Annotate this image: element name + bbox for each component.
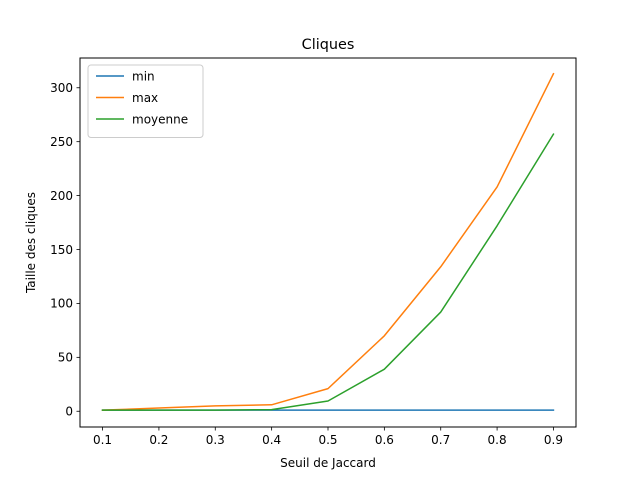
y-tick-label: 150 (50, 243, 73, 257)
y-tick-label: 250 (50, 135, 73, 149)
y-tick-label: 50 (58, 351, 73, 365)
x-tick-label: 0.6 (375, 433, 394, 447)
y-axis-ticks: 0 50 100 150 200 250 300 (50, 81, 80, 419)
x-tick-label: 0.5 (318, 433, 337, 447)
y-tick-label: 100 (50, 297, 73, 311)
legend-label-moyenne: moyenne (132, 112, 188, 126)
legend-label-max: max (132, 91, 158, 105)
x-tick-label: 0.1 (93, 433, 112, 447)
y-axis-label: Taille des cliques (24, 192, 38, 294)
series-layer (101, 72, 555, 411)
x-tick-label: 0.9 (544, 433, 563, 447)
x-tick-label: 0.2 (149, 433, 168, 447)
x-tick-label: 0.3 (206, 433, 225, 447)
x-tick-label: 0.4 (262, 433, 281, 447)
y-tick-label: 300 (50, 81, 73, 95)
y-tick-label: 0 (65, 405, 73, 419)
series-line-max (101, 72, 555, 411)
legend-label-min: min (132, 69, 155, 83)
x-axis-label: Seuil de Jaccard (280, 456, 376, 470)
x-tick-label: 0.8 (488, 433, 507, 447)
x-tick-label: 0.7 (431, 433, 450, 447)
series-line-moyenne (101, 133, 555, 411)
y-tick-label: 200 (50, 189, 73, 203)
legend: min max moyenne (87, 64, 204, 138)
x-axis-ticks: 0.1 0.2 0.3 0.4 0.5 0.6 0.7 0.8 0.9 (93, 427, 563, 447)
chart-title: Cliques (302, 37, 355, 53)
